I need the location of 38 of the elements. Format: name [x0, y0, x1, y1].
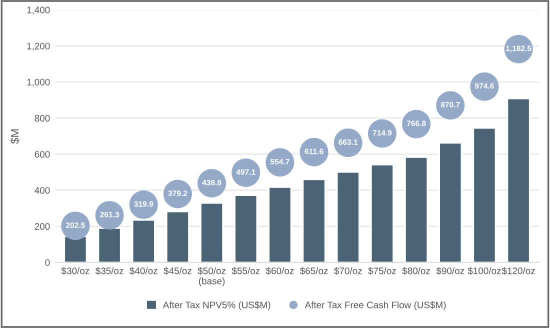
x-tick-label: $90/oz: [436, 267, 464, 275]
x-tick-label: $60/oz: [266, 267, 294, 275]
bar: [234, 194, 258, 262]
bar: [336, 171, 360, 262]
x-tick-label: $30/oz: [61, 267, 90, 275]
bar: [506, 98, 530, 262]
bar: [98, 227, 122, 262]
y-tick-label: 200: [34, 223, 50, 230]
x-tick-label: $70/oz: [334, 267, 362, 275]
bar: [438, 142, 462, 262]
y-tick-label: 600: [34, 150, 50, 158]
x-tick-label: $50/oz (base): [198, 267, 226, 286]
y-axis-title: $M: [10, 129, 20, 144]
legend-label: After Tax NPV5% (US$M): [162, 301, 270, 310]
x-tick-label: $80/oz: [402, 267, 430, 275]
bar: [268, 186, 292, 262]
y-tick-label: 0: [45, 259, 50, 266]
x-tick-label: $120/oz: [502, 267, 535, 275]
bar: [370, 164, 394, 262]
bar: [302, 178, 326, 262]
y-tick-label: 1,400: [27, 6, 50, 14]
bar: [472, 127, 496, 262]
y-tick-label: 1,200: [27, 42, 50, 51]
bar: [166, 210, 190, 262]
legend-label: After Tax Free Cash Flow (US$M): [304, 301, 446, 310]
bar: [132, 219, 156, 262]
bar: [200, 202, 224, 262]
x-tick-label: $35/oz: [95, 267, 124, 275]
y-tick-label: 400: [34, 187, 50, 194]
x-tick-label: $45/oz: [164, 267, 192, 275]
x-tick-label: $75/oz: [368, 267, 396, 275]
bar: [404, 156, 428, 262]
y-tick-label: 1,000: [27, 78, 50, 87]
y-tick-label: 800: [34, 114, 50, 122]
x-tick-label: $65/oz: [300, 267, 328, 275]
x-tick-label: $100/oz: [468, 267, 501, 275]
x-tick-label: $40/oz: [130, 267, 158, 275]
x-tick-label: $55/oz: [232, 267, 260, 275]
